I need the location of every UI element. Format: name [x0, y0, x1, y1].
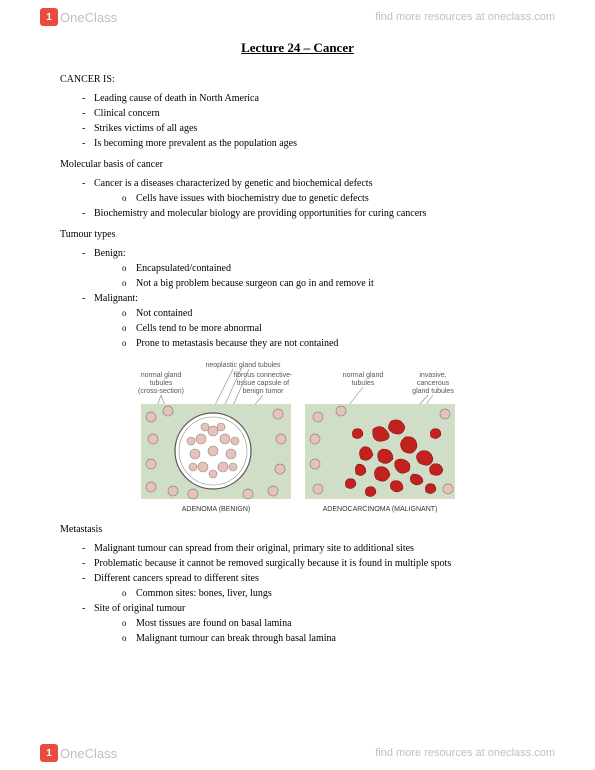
svg-text:ADENOCARCINOMA (MALIGNANT): ADENOCARCINOMA (MALIGNANT) — [322, 506, 437, 513]
svg-text:invasive,: invasive, — [419, 372, 446, 379]
list-item: Malignant tumour can spread from their o… — [82, 541, 535, 556]
brand-badge-icon: 1 — [40, 8, 58, 26]
molecular-list: Cancer is a diseases characterized by ge… — [60, 176, 535, 221]
lecture-title: Lecture 24 – Cancer — [60, 40, 535, 56]
document-content: Lecture 24 – Cancer CANCER IS: Leading c… — [60, 40, 535, 654]
section-metastasis: Metastasis — [60, 524, 535, 535]
list-text: Cancer is a diseases characterized by ge… — [94, 178, 372, 189]
sub-item: Not contained — [122, 306, 535, 321]
list-item: Strikes victims of all ages — [82, 121, 535, 136]
list-item: Biochemistry and molecular biology are p… — [82, 206, 535, 221]
svg-text:gland tubules: gland tubules — [412, 388, 454, 395]
tumour-diagram-svg: neoplastic gland tubules normal gland tu… — [133, 359, 463, 514]
svg-text:ADENOMA (BENIGN): ADENOMA (BENIGN) — [181, 506, 249, 513]
section-tumour: Tumour types — [60, 229, 535, 240]
list-item: Clinical concern — [82, 106, 535, 121]
list-item: Is becoming more prevalent as the popula… — [82, 136, 535, 151]
sub-item: Not a big problem because surgeon can go… — [122, 276, 535, 291]
list-item: Malignant: Not contained Cells tend to b… — [82, 291, 535, 351]
svg-text:cancerous: cancerous — [416, 380, 449, 387]
brand-logo-footer: 1 OneClass — [40, 744, 117, 762]
page-header: 1 OneClass find more resources at onecla… — [0, 0, 595, 34]
section-cancer-is: CANCER IS: — [60, 74, 535, 85]
svg-text:tissue capsule of: tissue capsule of — [236, 380, 288, 387]
sub-item: Prone to metastasis because they are not… — [122, 336, 535, 351]
sub-item: Malignant tumour can break through basal… — [122, 631, 535, 646]
footer-tagline: find more resources at oneclass.com — [375, 747, 555, 759]
list-text: Malignant: — [94, 293, 138, 304]
brand-name: OneClass — [60, 10, 117, 25]
svg-text:neoplastic gland tubules: neoplastic gland tubules — [205, 362, 281, 369]
cancer-is-list: Leading cause of death in North America … — [60, 91, 535, 151]
list-text: Site of original tumour — [94, 603, 185, 614]
svg-text:benign tumor: benign tumor — [242, 388, 284, 395]
sub-item: Encapsulated/contained — [122, 261, 535, 276]
sub-item: Cells have issues with biochemistry due … — [122, 191, 535, 206]
header-tagline: find more resources at oneclass.com — [375, 11, 555, 23]
list-text: Different cancers spread to different si… — [94, 573, 259, 584]
list-item: Site of original tumour Most tissues are… — [82, 601, 535, 646]
tumour-figure: neoplastic gland tubules normal gland tu… — [133, 359, 463, 514]
list-item: Problematic because it cannot be removed… — [82, 556, 535, 571]
svg-text:(cross-section): (cross-section) — [138, 388, 184, 395]
list-item: Different cancers spread to different si… — [82, 571, 535, 601]
svg-text:normal gland: normal gland — [140, 372, 181, 379]
tumour-list: Benign: Encapsulated/contained Not a big… — [60, 246, 535, 351]
sub-item: Most tissues are found on basal lamina — [122, 616, 535, 631]
sub-item: Cells tend to be more abnormal — [122, 321, 535, 336]
svg-text:normal gland: normal gland — [342, 372, 383, 379]
svg-text:fibrous connective-: fibrous connective- — [233, 372, 292, 379]
list-text: Benign: — [94, 248, 126, 259]
brand-name: OneClass — [60, 746, 117, 761]
list-item: Cancer is a diseases characterized by ge… — [82, 176, 535, 206]
page-footer: 1 OneClass find more resources at onecla… — [0, 736, 595, 770]
svg-text:tubules: tubules — [149, 380, 172, 387]
brand-badge-icon: 1 — [40, 744, 58, 762]
section-molecular: Molecular basis of cancer — [60, 159, 535, 170]
brand-logo: 1 OneClass — [40, 8, 117, 26]
metastasis-list: Malignant tumour can spread from their o… — [60, 541, 535, 646]
list-item: Leading cause of death in North America — [82, 91, 535, 106]
sub-item: Common sites: bones, liver, lungs — [122, 586, 535, 601]
list-item: Benign: Encapsulated/contained Not a big… — [82, 246, 535, 291]
svg-text:tubules: tubules — [351, 380, 374, 387]
